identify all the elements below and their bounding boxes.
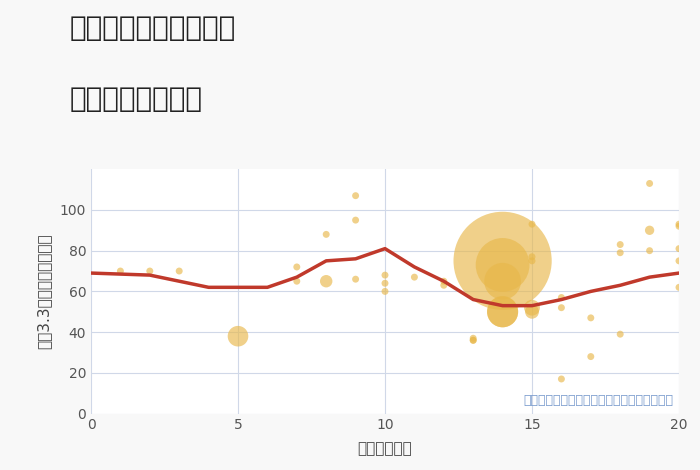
Point (291, 277, 302, 285)
Point (497, 308, 508, 315)
Point (497, 308, 508, 315)
Text: 円の大きさは、取引のあった物件面積を示す: 円の大きさは、取引のあった物件面積を示す (523, 394, 673, 407)
Point (526, 257, 538, 265)
Text: 駅距離別土地価格: 駅距離別土地価格 (70, 85, 203, 113)
Point (379, 271, 391, 279)
Point (556, 294, 567, 301)
Point (644, 247, 655, 254)
Point (291, 263, 302, 271)
Point (468, 337, 479, 344)
Point (497, 261, 508, 269)
Point (468, 335, 479, 342)
Point (409, 274, 420, 281)
Point (144, 267, 155, 275)
Point (526, 308, 538, 315)
Point (585, 353, 596, 360)
Point (438, 282, 449, 289)
Point (615, 241, 626, 248)
Point (673, 220, 685, 228)
Point (321, 277, 332, 285)
Point (585, 314, 596, 321)
Point (115, 267, 126, 275)
Y-axis label: 坪（3.3㎡）単価（万円）: 坪（3.3㎡）単価（万円） (36, 234, 51, 349)
Point (556, 375, 567, 383)
Point (673, 222, 685, 230)
Point (673, 257, 685, 265)
Point (673, 283, 685, 291)
Point (644, 227, 655, 234)
Point (350, 192, 361, 199)
Point (673, 245, 685, 252)
Text: 兵庫県尼崎市富松町の: 兵庫県尼崎市富松町の (70, 14, 237, 42)
Point (556, 304, 567, 312)
Point (321, 231, 332, 238)
Point (615, 330, 626, 338)
Point (497, 277, 508, 285)
Point (379, 288, 391, 295)
Point (350, 216, 361, 224)
Point (644, 180, 655, 187)
Point (379, 280, 391, 287)
Point (526, 253, 538, 260)
Point (438, 277, 449, 285)
Point (174, 267, 185, 275)
Point (232, 332, 244, 340)
Point (468, 337, 479, 344)
Point (526, 220, 538, 228)
Point (497, 257, 508, 265)
Point (526, 304, 538, 312)
X-axis label: 駅距離（分）: 駅距離（分） (358, 441, 412, 456)
Point (350, 275, 361, 283)
Point (615, 249, 626, 257)
